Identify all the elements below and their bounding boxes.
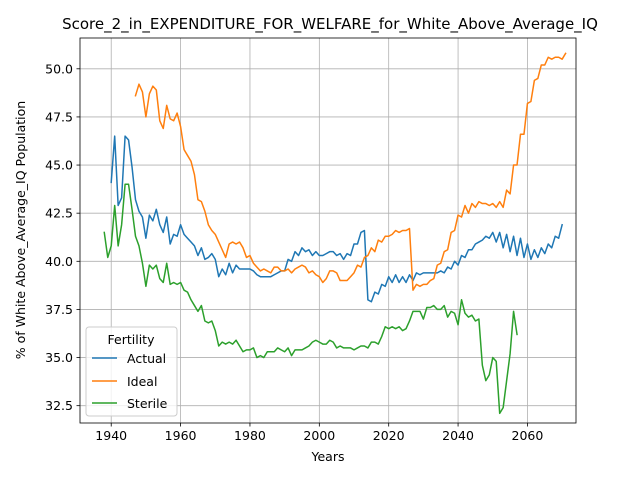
y-tick-label: 35.0 — [45, 350, 73, 365]
x-tick-label: 2060 — [512, 428, 544, 443]
legend-label-sterile: Sterile — [127, 396, 168, 411]
data-series — [103, 52, 567, 415]
legend-label-actual: Actual — [127, 351, 166, 366]
series-line-actual — [110, 135, 564, 303]
axis-ticks: 1940 1960 1980 2000 2020 2040 2060 32.5 35.0 37.5… — [45, 61, 543, 443]
series-line-ideal — [134, 52, 567, 291]
y-axis-label: % of White Above_Average_IQ Population — [13, 101, 28, 359]
x-tick-label: 1980 — [234, 428, 266, 443]
legend-box — [85, 326, 178, 417]
x-tick-label: 2020 — [373, 428, 405, 443]
legend-title: Fertility — [108, 332, 156, 347]
y-tick-label: 37.5 — [45, 302, 73, 317]
x-tick-label: 2040 — [442, 428, 474, 443]
chart-title: Score_2_in_EXPENDITURE_FOR_WELFARE_for_W… — [62, 15, 598, 34]
y-tick-label: 45.0 — [45, 158, 73, 173]
plot-area-frame — [79, 37, 577, 424]
x-tick-label: 2000 — [303, 428, 335, 443]
y-tick-label: 42.5 — [45, 206, 73, 221]
legend-label-ideal: Ideal — [127, 374, 157, 389]
series-line-sterile — [103, 183, 518, 415]
y-tick-label: 32.5 — [45, 398, 73, 413]
y-tick-label: 50.0 — [45, 61, 73, 76]
x-tick-label: 1940 — [95, 428, 127, 443]
y-tick-label: 40.0 — [45, 254, 73, 269]
x-axis-label: Years — [311, 449, 345, 464]
x-tick-label: 1960 — [165, 428, 197, 443]
legend: Fertility Actual Ideal Sterile — [85, 326, 178, 417]
y-tick-label: 47.5 — [45, 109, 73, 124]
